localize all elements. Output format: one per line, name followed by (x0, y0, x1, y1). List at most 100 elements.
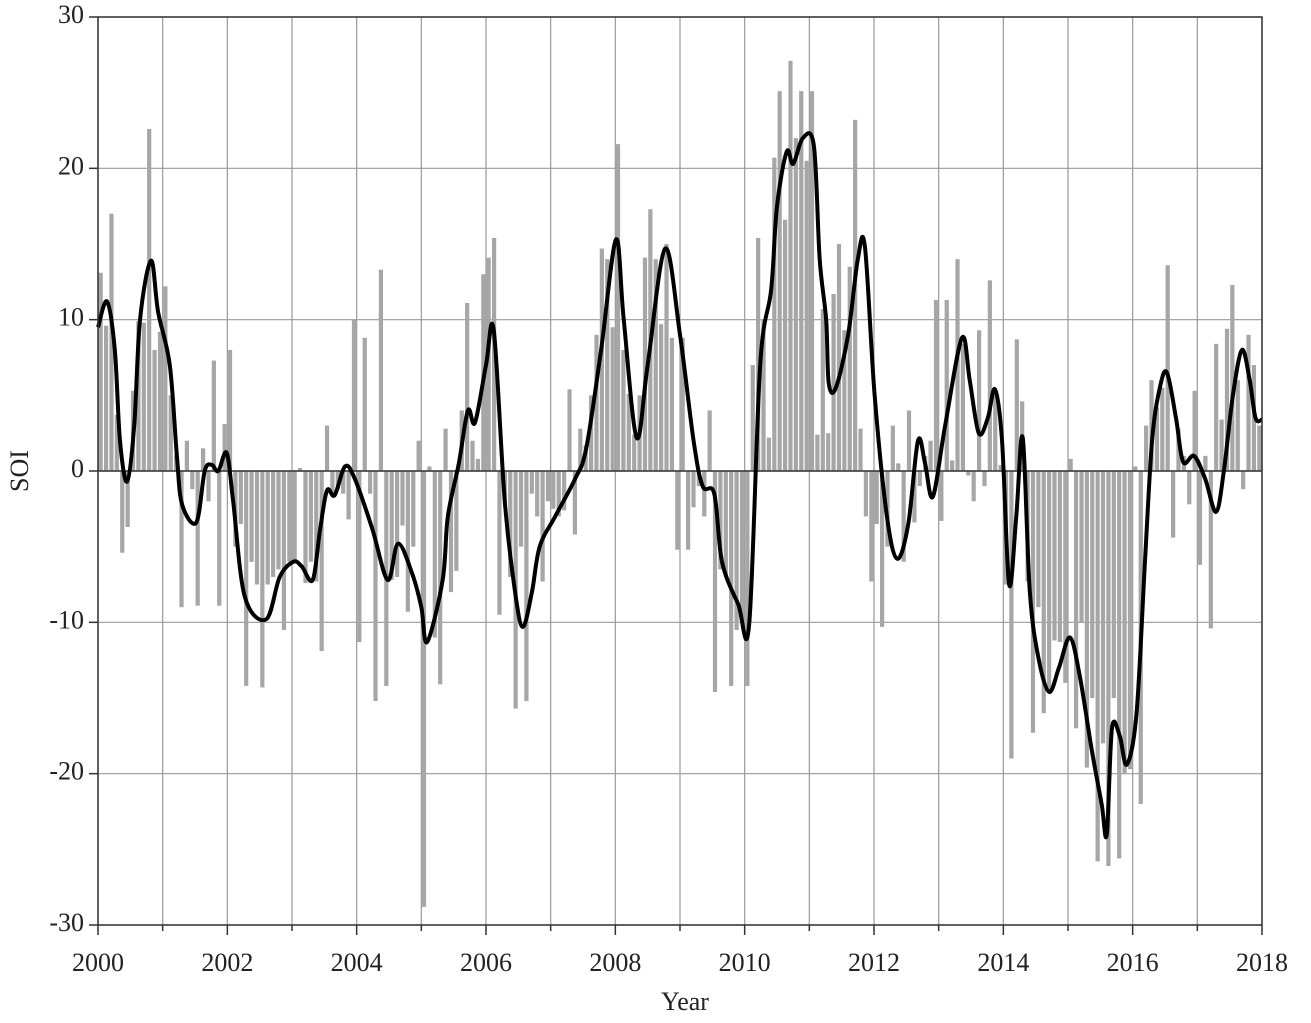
bar (1160, 387, 1165, 471)
bar (465, 303, 470, 471)
bar (147, 128, 152, 471)
bar (1219, 419, 1224, 471)
bar (524, 471, 529, 702)
x-tick-label: 2016 (1107, 948, 1159, 977)
bar (1090, 471, 1095, 698)
bar (815, 434, 820, 471)
bar (809, 91, 815, 472)
bar (626, 393, 631, 471)
bar (863, 471, 869, 517)
bar (739, 471, 745, 623)
x-axis-label: Year (661, 987, 709, 1016)
bar (238, 471, 243, 524)
bar (734, 471, 739, 630)
bar (421, 471, 427, 907)
bar (249, 471, 254, 562)
bar (685, 471, 691, 550)
bar (960, 343, 966, 471)
bar (928, 440, 933, 471)
bar (227, 349, 233, 471)
y-axis-label: SOI (5, 450, 34, 492)
bar (545, 471, 551, 502)
bar (287, 471, 292, 562)
bar (1257, 425, 1262, 471)
bar (475, 458, 481, 471)
bar (879, 471, 885, 627)
bar (712, 471, 718, 692)
bar (1030, 471, 1036, 733)
bar (184, 440, 190, 471)
bar (675, 471, 680, 550)
bar (917, 471, 922, 487)
bar (1084, 471, 1089, 768)
bar (136, 321, 141, 471)
bar (1057, 471, 1063, 643)
bar (529, 471, 534, 494)
bar (443, 428, 448, 471)
bar (211, 360, 216, 471)
bar (729, 471, 734, 686)
bar (605, 259, 610, 471)
bar (1187, 471, 1192, 505)
bar (1127, 471, 1133, 770)
bar (271, 471, 276, 577)
bar (1246, 334, 1251, 471)
bar (772, 157, 777, 472)
bar (659, 324, 664, 471)
bar (1100, 471, 1106, 744)
bar (195, 471, 200, 606)
bar (691, 471, 696, 508)
bar (125, 471, 130, 527)
bar (836, 244, 842, 471)
y-tick-label: -30 (49, 908, 84, 937)
bar (368, 471, 373, 494)
bar (362, 337, 367, 471)
x-tick-label: 2012 (848, 948, 900, 977)
bar (373, 471, 378, 702)
bar (357, 471, 362, 643)
bar (799, 91, 804, 472)
bar (777, 91, 782, 472)
bar (745, 471, 750, 686)
bar (966, 471, 971, 476)
bar (540, 471, 545, 582)
x-tick-label: 2018 (1236, 948, 1288, 977)
bar (1052, 471, 1057, 641)
bar (906, 410, 912, 471)
bar (750, 365, 755, 471)
bar (168, 395, 173, 471)
bar (761, 319, 766, 471)
smoothed-line (96, 131, 1263, 840)
x-tick-label: 2008 (589, 948, 641, 977)
bar (389, 471, 394, 580)
bar (222, 424, 227, 471)
bar (394, 471, 400, 577)
bar (858, 428, 863, 471)
bar (416, 440, 421, 471)
bar (1133, 466, 1138, 471)
bar (1224, 328, 1230, 471)
bar (1170, 471, 1176, 538)
bar (308, 471, 313, 562)
bar (265, 471, 270, 585)
bar (535, 471, 540, 517)
bar (341, 471, 346, 494)
bar (179, 471, 184, 608)
bar (454, 471, 459, 571)
bar (1144, 425, 1149, 471)
bar (254, 471, 260, 585)
bar (260, 471, 265, 688)
bar (642, 257, 648, 471)
bar (588, 395, 594, 471)
bar (912, 471, 917, 523)
bar (281, 471, 287, 630)
bar (378, 269, 384, 471)
x-tick-label: 2014 (977, 948, 1029, 977)
bar (718, 471, 723, 570)
bar (1214, 343, 1219, 471)
y-tick-label: 30 (58, 0, 84, 29)
bar (405, 471, 410, 612)
bar (1047, 471, 1052, 692)
bar (1079, 471, 1084, 623)
